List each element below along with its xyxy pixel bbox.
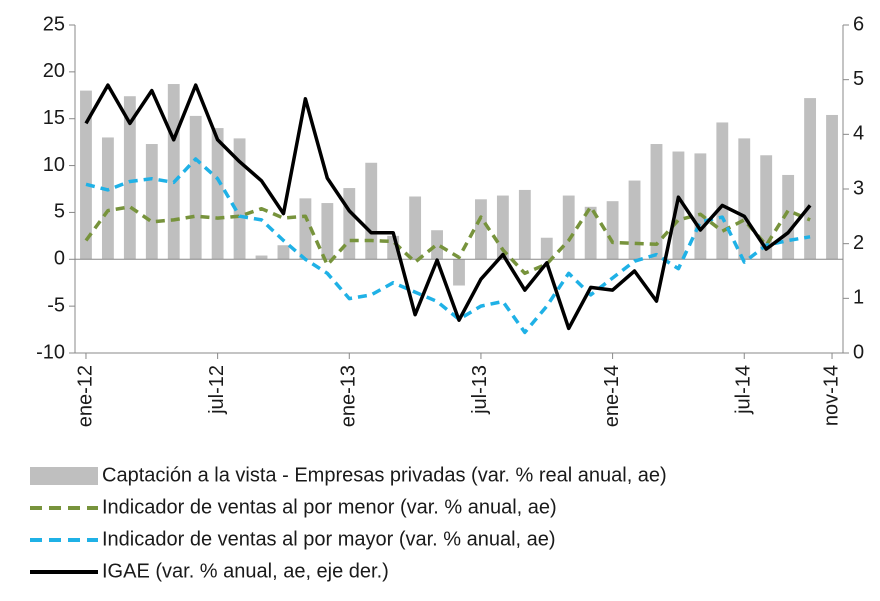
- bar: [804, 98, 817, 260]
- bar: [189, 115, 202, 260]
- y-tick-label: 15: [43, 107, 65, 129]
- line-series: [85, 157, 811, 335]
- y-tick-label: 25: [43, 13, 65, 35]
- bar: [716, 122, 729, 260]
- bar: [409, 196, 422, 260]
- y-tick-label: 0: [54, 248, 65, 270]
- y-tick-label: 20: [43, 60, 65, 82]
- line-series: [84, 83, 812, 331]
- x-tick-label: jul-14: [733, 365, 755, 415]
- y-tick-label: 5: [54, 201, 65, 223]
- bar: [562, 195, 575, 260]
- y-tick-label: 10: [43, 154, 65, 176]
- x-tick-label: ene-14: [601, 365, 623, 427]
- bar: [496, 195, 509, 260]
- bar: [145, 144, 158, 260]
- bar: [782, 174, 795, 260]
- x-tick-label: jul-12: [206, 365, 228, 415]
- y2-tick-label: 4: [853, 123, 864, 145]
- bar: [628, 180, 641, 260]
- bar: [453, 259, 465, 286]
- bar: [299, 198, 312, 260]
- legend-label: IGAE (var. % anual, ae, eje der.): [102, 560, 389, 582]
- bar: [518, 189, 531, 260]
- bar: [80, 90, 92, 260]
- x-tick-label: nov-14: [820, 365, 842, 426]
- bar: [738, 138, 751, 260]
- bar: [387, 235, 400, 260]
- bar: [101, 137, 114, 260]
- bar: [540, 237, 553, 260]
- legend-label: Captación a la vista - Empresas privadas…: [102, 464, 667, 486]
- bar: [277, 245, 290, 260]
- bar: [365, 162, 378, 260]
- bar: [475, 199, 487, 260]
- bar: [211, 128, 224, 260]
- x-tick-label: jul-13: [469, 365, 491, 415]
- bar: [233, 138, 246, 260]
- bar: [255, 255, 268, 260]
- y2-tick-label: 5: [853, 68, 864, 90]
- x-tick-label: ene-12: [74, 365, 96, 427]
- y2-tick-label: 0: [853, 341, 864, 363]
- y2-tick-label: 6: [853, 13, 864, 35]
- bar: [606, 201, 619, 260]
- bar: [694, 153, 707, 260]
- bar: [760, 155, 773, 260]
- y2-tick-label: 3: [853, 177, 864, 199]
- bar: [167, 84, 180, 260]
- legend-label: Indicador de ventas al por menor (var. %…: [102, 496, 557, 518]
- y2-tick-label: 2: [853, 232, 864, 254]
- bar: [826, 114, 838, 260]
- legend-swatch: [30, 467, 98, 485]
- bar: [431, 230, 443, 260]
- y-tick-label: -5: [47, 294, 65, 316]
- bar: [584, 206, 597, 260]
- bar: [650, 144, 663, 260]
- legend-label: Indicador de ventas al por mayor (var. %…: [102, 528, 556, 550]
- y-tick-label: -10: [36, 341, 65, 363]
- bar: [123, 96, 136, 260]
- x-tick-label: ene-13: [338, 365, 360, 427]
- bar: [321, 203, 334, 260]
- bar: [343, 188, 356, 260]
- y2-tick-label: 1: [853, 287, 864, 309]
- line-series: [84, 205, 811, 276]
